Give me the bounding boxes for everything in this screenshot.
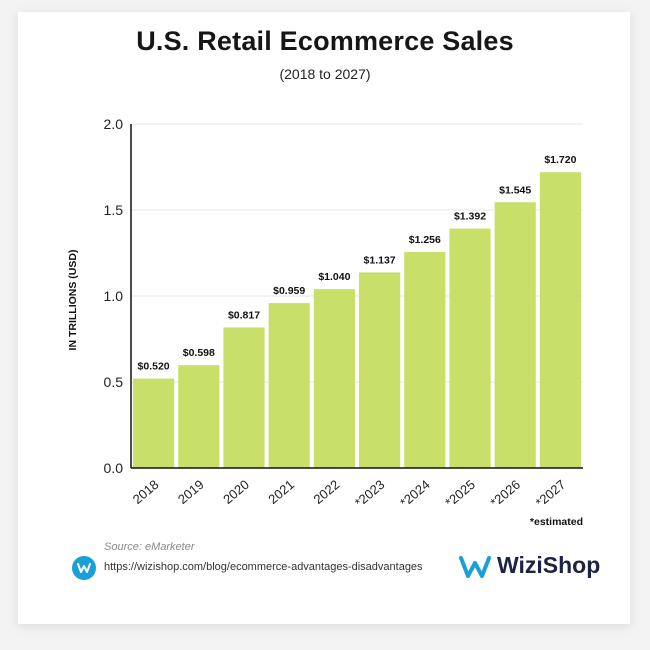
data-label: $1.392	[454, 211, 486, 223]
data-label: $1.720	[544, 154, 576, 166]
bar	[313, 289, 355, 468]
bar	[404, 251, 446, 468]
bar	[178, 365, 220, 468]
x-tick-label: 2022	[311, 477, 343, 507]
data-label: $1.545	[499, 184, 531, 196]
wizishop-logo-icon	[458, 553, 492, 581]
brand-name: WiziShop	[497, 552, 601, 578]
data-label: $0.817	[228, 309, 260, 321]
chart-title: U.S. Retail Ecommerce Sales	[136, 26, 514, 56]
x-tick-label: *2023	[352, 477, 388, 510]
footnote: *estimated	[530, 516, 583, 528]
y-tick-label: 1.5	[104, 202, 124, 218]
bar	[449, 228, 491, 468]
y-axis-label: IN TRILLIONS (USD)	[67, 250, 79, 351]
data-label: $0.598	[183, 347, 215, 359]
chart-subtitle: (2018 to 2027)	[279, 66, 371, 82]
y-tick-label: 1.0	[104, 288, 124, 304]
y-tick-label: 0.5	[104, 374, 124, 390]
x-tick-label: 2018	[130, 477, 162, 507]
x-tick-label: 2020	[220, 477, 252, 507]
bar	[268, 303, 310, 468]
x-tick-label: *2026	[487, 477, 523, 510]
data-label: $1.137	[364, 254, 396, 266]
wizishop-w-icon	[72, 556, 96, 580]
bar	[223, 327, 265, 468]
x-tick-label: *2025	[442, 477, 478, 510]
x-tick-label: *2024	[397, 477, 433, 510]
bar	[494, 202, 536, 468]
data-label: $0.959	[273, 285, 305, 297]
data-label: $1.256	[409, 234, 441, 246]
bar	[359, 272, 401, 468]
x-tick-label: *2027	[533, 477, 569, 510]
source-url[interactable]: https://wizishop.com/blog/ecommerce-adva…	[104, 561, 423, 573]
data-label: $1.040	[318, 271, 350, 283]
source-note: Source: eMarketer	[104, 541, 195, 553]
y-tick-label: 0.0	[104, 460, 124, 476]
y-tick-label: 2.0	[104, 116, 124, 132]
x-tick-label: 2019	[175, 477, 207, 507]
bar	[539, 172, 581, 468]
x-tick-label: 2021	[265, 477, 297, 507]
bar	[133, 378, 175, 468]
data-label: $0.520	[138, 361, 170, 373]
